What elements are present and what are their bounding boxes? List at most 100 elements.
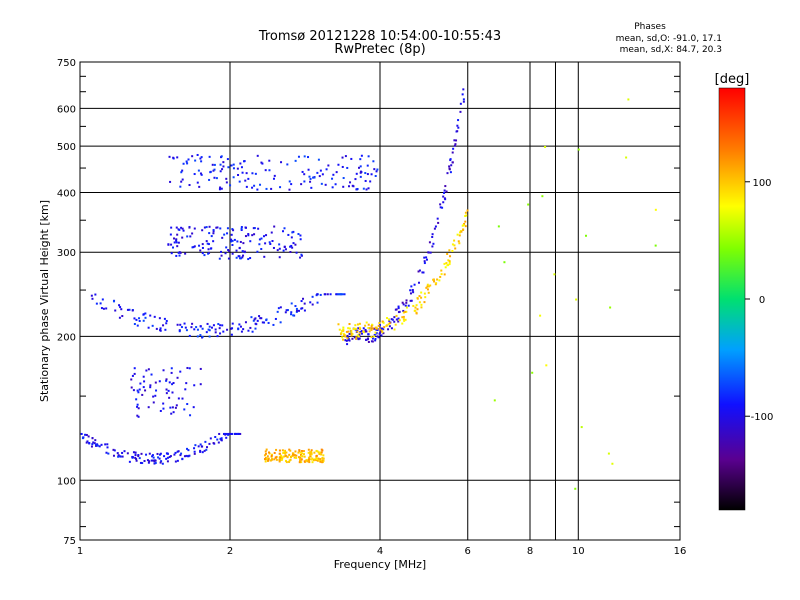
data-point [395, 314, 398, 317]
data-point [305, 459, 308, 462]
data-point [186, 447, 189, 450]
data-point [172, 157, 175, 160]
data-point [95, 443, 98, 446]
data-point [219, 227, 222, 230]
data-point [165, 319, 168, 322]
data-point [364, 172, 367, 175]
data-point [168, 396, 171, 399]
data-point [264, 169, 267, 172]
data-point [87, 435, 90, 438]
data-point [140, 452, 143, 455]
data-point [119, 455, 122, 458]
data-point [136, 414, 139, 417]
data-point [227, 166, 230, 169]
data-point [212, 240, 215, 243]
data-point [267, 457, 270, 460]
data-point [451, 250, 454, 253]
data-point [136, 403, 139, 406]
data-point [321, 459, 324, 462]
data-point [297, 309, 300, 312]
data-point [170, 412, 173, 415]
data-point [294, 243, 297, 246]
data-point [654, 244, 657, 247]
data-point [348, 327, 351, 330]
data-point [322, 457, 325, 460]
data-point [165, 457, 168, 460]
data-point [177, 251, 180, 254]
data-point [298, 449, 301, 452]
data-point [368, 327, 371, 330]
data-point [302, 453, 305, 456]
data-point [348, 339, 351, 342]
data-point [405, 306, 408, 309]
data-point [180, 180, 183, 183]
data-point [182, 162, 185, 165]
data-point [341, 156, 344, 159]
x-axis-label: Frequency [MHz] [334, 558, 426, 571]
data-point [439, 275, 442, 278]
data-point [423, 256, 426, 259]
data-point [151, 455, 154, 458]
data-point [133, 367, 136, 370]
data-point [204, 440, 207, 443]
data-point [434, 225, 437, 228]
data-point [264, 452, 267, 455]
data-point [232, 163, 235, 166]
data-point [130, 386, 133, 389]
data-point [423, 262, 426, 265]
data-point [402, 303, 405, 306]
data-point [228, 432, 231, 435]
data-point [371, 337, 374, 340]
data-point [404, 318, 407, 321]
data-point [341, 165, 344, 168]
data-point [162, 402, 165, 405]
data-point [359, 165, 362, 168]
data-point [216, 335, 219, 338]
data-point [318, 453, 321, 456]
data-point [222, 161, 225, 164]
data-point [417, 270, 420, 273]
data-point [359, 171, 362, 174]
data-point [215, 177, 218, 180]
data-point [245, 185, 248, 188]
data-point [433, 227, 436, 230]
data-point [303, 155, 306, 158]
data-point [301, 170, 304, 173]
data-point [121, 455, 124, 458]
data-point [165, 379, 168, 382]
data-point [369, 180, 372, 183]
data-point [147, 326, 150, 329]
data-point [194, 444, 197, 447]
data-point [188, 334, 191, 337]
data-point [225, 246, 228, 249]
data-point [263, 321, 266, 324]
data-point [203, 254, 206, 257]
data-point [364, 324, 367, 327]
data-point [210, 247, 213, 250]
data-point [270, 454, 273, 457]
data-point [249, 257, 252, 260]
data-point [420, 296, 423, 299]
data-point [117, 455, 120, 458]
data-point [112, 300, 115, 303]
data-point [193, 173, 196, 176]
data-point [113, 449, 116, 452]
data-point [153, 315, 156, 318]
data-point [153, 462, 156, 465]
data-point [439, 203, 442, 206]
data-point [341, 336, 344, 339]
data-point [157, 456, 160, 459]
data-point [432, 242, 435, 245]
data-point [300, 307, 303, 310]
data-point [283, 227, 286, 230]
data-point [199, 450, 202, 453]
data-point [418, 269, 421, 272]
data-points [80, 88, 657, 490]
data-point [225, 181, 228, 184]
data-point [301, 307, 304, 310]
data-point [180, 226, 183, 229]
data-point [376, 335, 379, 338]
data-point [416, 297, 419, 300]
data-point [292, 453, 295, 456]
data-point [580, 426, 583, 429]
